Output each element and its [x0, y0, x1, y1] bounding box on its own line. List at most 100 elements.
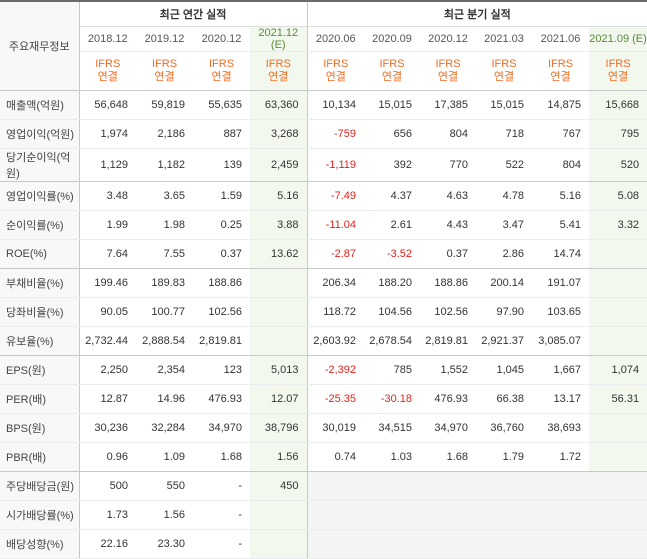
period-header: 2021.09 (E) [589, 26, 647, 52]
value-cell: 15,668 [589, 90, 647, 120]
ifrs-standard: IFRS [323, 58, 349, 70]
value-cell: 7.55 [136, 239, 193, 269]
value-cell: -759 [306, 119, 365, 149]
value-cell: 2.61 [364, 210, 421, 240]
value-cell: 520 [589, 148, 647, 182]
row-label: 영업이익(억원) [0, 119, 80, 149]
ifrs-standard: IFRS [605, 58, 631, 70]
row-header-label: 주요재무정보 [0, 0, 80, 91]
value-cell [589, 500, 647, 530]
value-cell: 2,186 [136, 119, 193, 149]
value-cell: 36,760 [476, 413, 533, 443]
value-cell [420, 529, 477, 559]
value-cell: 2,921.37 [476, 326, 533, 356]
ifrs-standard: IFRS [548, 58, 574, 70]
ifrs-label: IFRS 연결 [193, 51, 250, 91]
value-cell: 1.79 [476, 442, 533, 472]
value-cell [420, 471, 477, 501]
table-row: 당좌비율(%) 90.05 100.77 102.56 118.72 104.56 102.… [0, 297, 647, 327]
value-cell: 0.74 [306, 442, 365, 472]
value-cell: 2,732.44 [79, 326, 136, 356]
value-cell [532, 529, 590, 559]
value-cell: 56,648 [79, 90, 136, 120]
value-cell: 189.83 [136, 268, 193, 298]
ifrs-consolidated: 연결 [211, 71, 232, 83]
value-cell: 14.74 [532, 239, 590, 269]
value-cell: 1,074 [589, 355, 647, 385]
value-cell: 2,459 [250, 148, 308, 182]
value-cell: 767 [532, 119, 590, 149]
value-cell: 1,182 [136, 148, 193, 182]
value-cell: 14,875 [532, 90, 590, 120]
value-cell [589, 442, 647, 472]
value-cell [589, 326, 647, 356]
value-cell [589, 268, 647, 298]
value-cell [306, 529, 365, 559]
period-header: 2020.12 [420, 26, 477, 52]
value-cell: 1,552 [420, 355, 477, 385]
value-cell [364, 471, 421, 501]
row-label: 매출액(억원) [0, 90, 80, 120]
value-cell: 1.68 [420, 442, 477, 472]
value-cell: 550 [136, 471, 193, 501]
value-cell [532, 500, 590, 530]
table-row: 순이익률(%) 1.99 1.98 0.25 3.88 -11.04 2.61 4.43 3.4… [0, 210, 647, 240]
value-cell: 38,693 [532, 413, 590, 443]
period-header: 2021.06 [532, 26, 590, 52]
ifrs-standard: IFRS [151, 58, 178, 70]
ifrs-label: IFRS 연결 [306, 51, 365, 91]
value-cell: 199.46 [79, 268, 136, 298]
value-cell: 2.86 [476, 239, 533, 269]
period-header: 2018.12 [79, 26, 136, 52]
value-cell: 34,970 [420, 413, 477, 443]
value-cell: 476.93 [420, 384, 477, 414]
value-cell: 100.77 [136, 297, 193, 327]
value-cell: -30.18 [364, 384, 421, 414]
ifrs-consolidated: 연결 [493, 71, 515, 83]
value-cell: -11.04 [306, 210, 365, 240]
value-cell: 3.47 [476, 210, 533, 240]
value-cell: -25.35 [306, 384, 365, 414]
value-cell: 188.20 [364, 268, 421, 298]
value-cell: 22.16 [79, 529, 136, 559]
value-cell [306, 500, 365, 530]
value-cell: 2,888.54 [136, 326, 193, 356]
value-cell: 3.88 [250, 210, 308, 240]
value-cell [589, 297, 647, 327]
value-cell: 102.56 [420, 297, 477, 327]
value-cell: 4.37 [364, 181, 421, 211]
row-label: 영업이익률(%) [0, 181, 80, 211]
table-row: 영업이익(억원) 1,974 2,186 887 3,268 -759 656 804 718 7… [0, 119, 647, 149]
period-header: 2020.09 [364, 26, 421, 52]
value-cell: 5.41 [532, 210, 590, 240]
value-cell: 5,013 [250, 355, 308, 385]
quarterly-results-title: 최근 분기 실적 [306, 0, 647, 27]
value-cell: 2,678.54 [364, 326, 421, 356]
row-label: ROE(%) [0, 239, 80, 269]
table-row: BPS(원) 30,236 32,284 34,970 38,796 30,019 34,5… [0, 413, 647, 443]
ifrs-label: IFRS 연결 [250, 51, 308, 91]
value-cell: 5.16 [532, 181, 590, 211]
value-cell: 795 [589, 119, 647, 149]
ifrs-label: IFRS 연결 [589, 51, 647, 91]
value-cell: 3,268 [250, 119, 308, 149]
row-label: 배당성향(%) [0, 529, 80, 559]
value-cell: 206.34 [306, 268, 365, 298]
value-cell: -3.52 [364, 239, 421, 269]
row-label: PBR(배) [0, 442, 80, 472]
value-cell: -2,392 [306, 355, 365, 385]
ifrs-consolidated: 연결 [154, 71, 175, 83]
value-cell: 104.56 [364, 297, 421, 327]
value-cell: 4.63 [420, 181, 477, 211]
value-cell: 188.86 [193, 268, 250, 298]
value-cell [476, 471, 533, 501]
value-cell: 15,015 [364, 90, 421, 120]
table-row: ROE(%) 7.64 7.55 0.37 13.62 -2.87 -3.52 0.37 2.8… [0, 239, 647, 269]
value-cell: 1.56 [250, 442, 308, 472]
period-header: 2019.12 [136, 26, 193, 52]
row-label: 부채비율(%) [0, 268, 80, 298]
value-cell: 56.31 [589, 384, 647, 414]
value-cell [420, 500, 477, 530]
value-cell: 887 [193, 119, 250, 149]
